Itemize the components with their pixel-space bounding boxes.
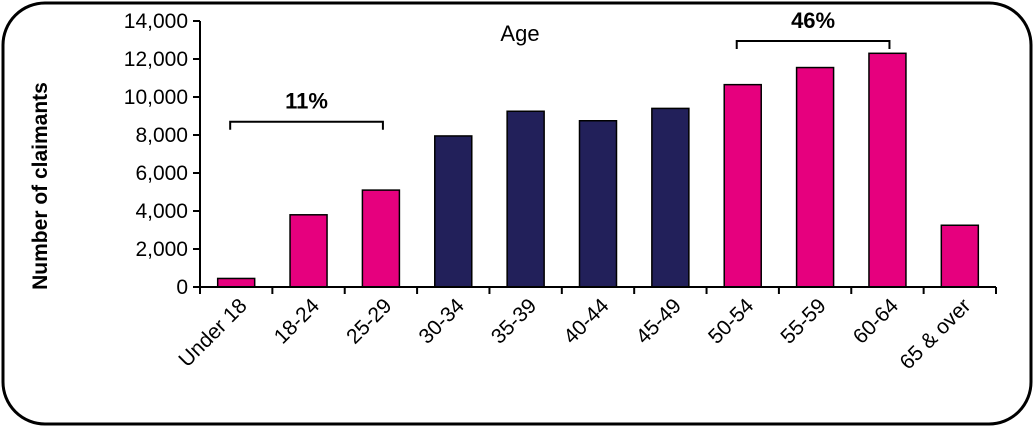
bar <box>506 110 545 288</box>
bar <box>795 66 835 288</box>
bar <box>723 83 762 288</box>
bar <box>578 120 618 288</box>
y-axis-label: Number of claimants <box>29 82 52 290</box>
annotation-bracket <box>735 39 891 49</box>
y-tick-label: 10,000 <box>124 86 188 109</box>
bar <box>651 107 690 288</box>
y-tick-label: 12,000 <box>124 48 188 71</box>
annotation-label: 11% <box>285 89 328 114</box>
bar <box>216 277 256 288</box>
y-tick-label: 2,000 <box>135 238 188 261</box>
bar <box>868 52 907 288</box>
chart-title: Age <box>500 21 539 46</box>
y-tick-label: 4,000 <box>135 200 188 223</box>
bar <box>289 214 328 288</box>
annotation-label: 46% <box>791 8 835 33</box>
y-tick-label: 8,000 <box>135 124 188 147</box>
bar <box>434 135 473 288</box>
y-tick-label: 14,000 <box>124 10 188 33</box>
bar <box>361 189 401 288</box>
y-tick-label: 0 <box>176 276 188 299</box>
y-tick-label: 6,000 <box>135 162 188 185</box>
bar <box>940 224 980 288</box>
annotation-bracket <box>229 120 384 130</box>
